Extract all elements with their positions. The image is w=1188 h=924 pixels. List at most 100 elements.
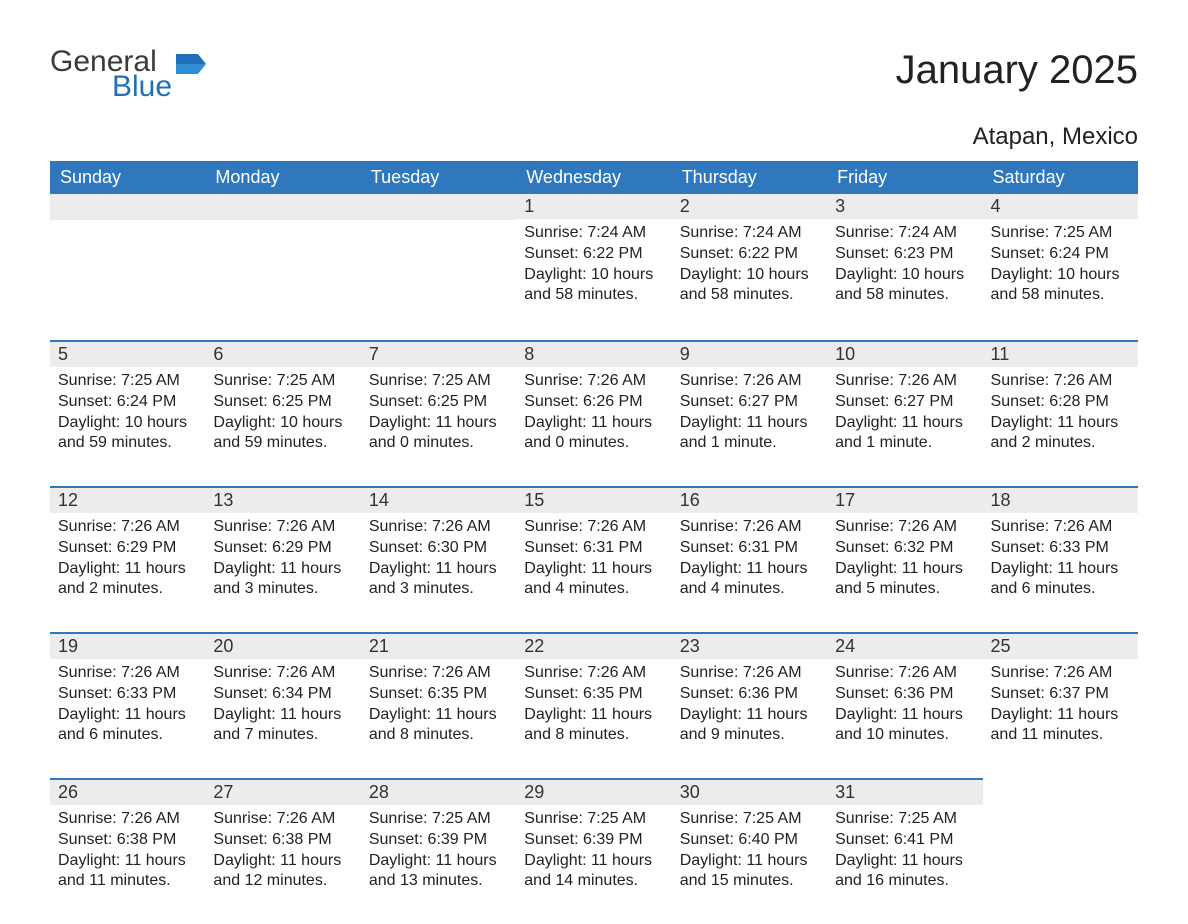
calendar-cell: 19Sunrise: 7:26 AMSunset: 6:33 PMDayligh… [50,632,205,778]
day-number: 29 [516,778,671,805]
day-number: 20 [205,632,360,659]
day-day1: Daylight: 11 hours [680,705,819,726]
day-sunset: Sunset: 6:33 PM [58,684,197,705]
day-sunset: Sunset: 6:33 PM [991,538,1130,559]
calendar-cell-empty [50,194,205,340]
day-number: 30 [672,778,827,805]
day-sunrise: Sunrise: 7:26 AM [213,517,352,538]
calendar-cell: 1Sunrise: 7:24 AMSunset: 6:22 PMDaylight… [516,194,671,340]
calendar-cell: 26Sunrise: 7:26 AMSunset: 6:38 PMDayligh… [50,778,205,924]
day-sunrise: Sunrise: 7:25 AM [524,809,663,830]
day-day1: Daylight: 10 hours [835,265,974,286]
day-day2: and 15 minutes. [680,871,819,892]
day-sunrise: Sunrise: 7:25 AM [369,371,508,392]
day-details: Sunrise: 7:26 AMSunset: 6:33 PMDaylight:… [50,659,205,752]
day-day1: Daylight: 11 hours [524,559,663,580]
day-number: 26 [50,778,205,805]
day-day2: and 6 minutes. [991,579,1130,600]
day-number: 25 [983,632,1138,659]
calendar-cell-empty [361,194,516,340]
day-details: Sunrise: 7:26 AMSunset: 6:34 PMDaylight:… [205,659,360,752]
calendar-cell: 11Sunrise: 7:26 AMSunset: 6:28 PMDayligh… [983,340,1138,486]
day-sunset: Sunset: 6:34 PM [213,684,352,705]
day-sunrise: Sunrise: 7:26 AM [524,663,663,684]
day-number: 2 [672,194,827,219]
calendar-cell: 18Sunrise: 7:26 AMSunset: 6:33 PMDayligh… [983,486,1138,632]
day-details: Sunrise: 7:26 AMSunset: 6:36 PMDaylight:… [827,659,982,752]
calendar-cell: 2Sunrise: 7:24 AMSunset: 6:22 PMDaylight… [672,194,827,340]
day-sunset: Sunset: 6:22 PM [680,244,819,265]
day-day2: and 13 minutes. [369,871,508,892]
day-day1: Daylight: 11 hours [991,705,1130,726]
day-details: Sunrise: 7:26 AMSunset: 6:36 PMDaylight:… [672,659,827,752]
day-sunset: Sunset: 6:39 PM [369,830,508,851]
weekday-header: Friday [827,161,982,194]
location-label: Atapan, Mexico [50,123,1138,151]
day-sunrise: Sunrise: 7:25 AM [213,371,352,392]
calendar-cell: 3Sunrise: 7:24 AMSunset: 6:23 PMDaylight… [827,194,982,340]
day-day2: and 5 minutes. [835,579,974,600]
calendar-cell: 31Sunrise: 7:25 AMSunset: 6:41 PMDayligh… [827,778,982,924]
day-sunrise: Sunrise: 7:26 AM [991,517,1130,538]
month-title: January 2025 [896,48,1138,93]
day-sunrise: Sunrise: 7:25 AM [680,809,819,830]
day-number: 21 [361,632,516,659]
day-number: 22 [516,632,671,659]
calendar-cell: 13Sunrise: 7:26 AMSunset: 6:29 PMDayligh… [205,486,360,632]
day-number: 7 [361,340,516,367]
calendar-row: 26Sunrise: 7:26 AMSunset: 6:38 PMDayligh… [50,778,1138,924]
day-number: 28 [361,778,516,805]
day-number: 10 [827,340,982,367]
weekday-header: Wednesday [516,161,671,194]
day-day2: and 8 minutes. [524,725,663,746]
calendar-row: 12Sunrise: 7:26 AMSunset: 6:29 PMDayligh… [50,486,1138,632]
day-day2: and 12 minutes. [213,871,352,892]
day-sunrise: Sunrise: 7:26 AM [524,517,663,538]
day-sunset: Sunset: 6:31 PM [524,538,663,559]
empty-daybar [50,194,205,220]
day-sunrise: Sunrise: 7:26 AM [991,663,1130,684]
day-number: 6 [205,340,360,367]
day-day2: and 59 minutes. [213,433,352,454]
day-details: Sunrise: 7:25 AMSunset: 6:24 PMDaylight:… [50,367,205,460]
day-sunset: Sunset: 6:30 PM [369,538,508,559]
day-sunrise: Sunrise: 7:26 AM [680,663,819,684]
day-number: 27 [205,778,360,805]
day-sunrise: Sunrise: 7:26 AM [369,663,508,684]
logo: General Blue [50,48,206,101]
day-number: 23 [672,632,827,659]
day-sunset: Sunset: 6:39 PM [524,830,663,851]
day-day2: and 1 minute. [680,433,819,454]
day-day1: Daylight: 11 hours [524,851,663,872]
day-day1: Daylight: 11 hours [213,559,352,580]
calendar-cell: 8Sunrise: 7:26 AMSunset: 6:26 PMDaylight… [516,340,671,486]
calendar-header-row: SundayMondayTuesdayWednesdayThursdayFrid… [50,161,1138,194]
day-number: 1 [516,194,671,219]
day-details: Sunrise: 7:25 AMSunset: 6:24 PMDaylight:… [983,219,1138,312]
day-day1: Daylight: 11 hours [835,851,974,872]
day-details: Sunrise: 7:26 AMSunset: 6:37 PMDaylight:… [983,659,1138,752]
day-details: Sunrise: 7:26 AMSunset: 6:35 PMDaylight:… [516,659,671,752]
day-details: Sunrise: 7:25 AMSunset: 6:25 PMDaylight:… [205,367,360,460]
day-details: Sunrise: 7:26 AMSunset: 6:26 PMDaylight:… [516,367,671,460]
day-day1: Daylight: 10 hours [680,265,819,286]
day-details: Sunrise: 7:26 AMSunset: 6:27 PMDaylight:… [827,367,982,460]
calendar-cell: 15Sunrise: 7:26 AMSunset: 6:31 PMDayligh… [516,486,671,632]
day-details: Sunrise: 7:25 AMSunset: 6:39 PMDaylight:… [516,805,671,898]
day-sunset: Sunset: 6:28 PM [991,392,1130,413]
day-details: Sunrise: 7:26 AMSunset: 6:28 PMDaylight:… [983,367,1138,460]
day-day2: and 7 minutes. [213,725,352,746]
day-day2: and 59 minutes. [58,433,197,454]
day-details: Sunrise: 7:25 AMSunset: 6:39 PMDaylight:… [361,805,516,898]
day-day2: and 4 minutes. [524,579,663,600]
day-sunrise: Sunrise: 7:25 AM [369,809,508,830]
day-details: Sunrise: 7:25 AMSunset: 6:25 PMDaylight:… [361,367,516,460]
calendar-cell: 23Sunrise: 7:26 AMSunset: 6:36 PMDayligh… [672,632,827,778]
day-day2: and 4 minutes. [680,579,819,600]
calendar-cell: 6Sunrise: 7:25 AMSunset: 6:25 PMDaylight… [205,340,360,486]
calendar-row: 1Sunrise: 7:24 AMSunset: 6:22 PMDaylight… [50,194,1138,340]
day-sunset: Sunset: 6:29 PM [58,538,197,559]
day-details: Sunrise: 7:26 AMSunset: 6:29 PMDaylight:… [50,513,205,606]
day-sunrise: Sunrise: 7:26 AM [835,663,974,684]
day-day1: Daylight: 11 hours [835,705,974,726]
